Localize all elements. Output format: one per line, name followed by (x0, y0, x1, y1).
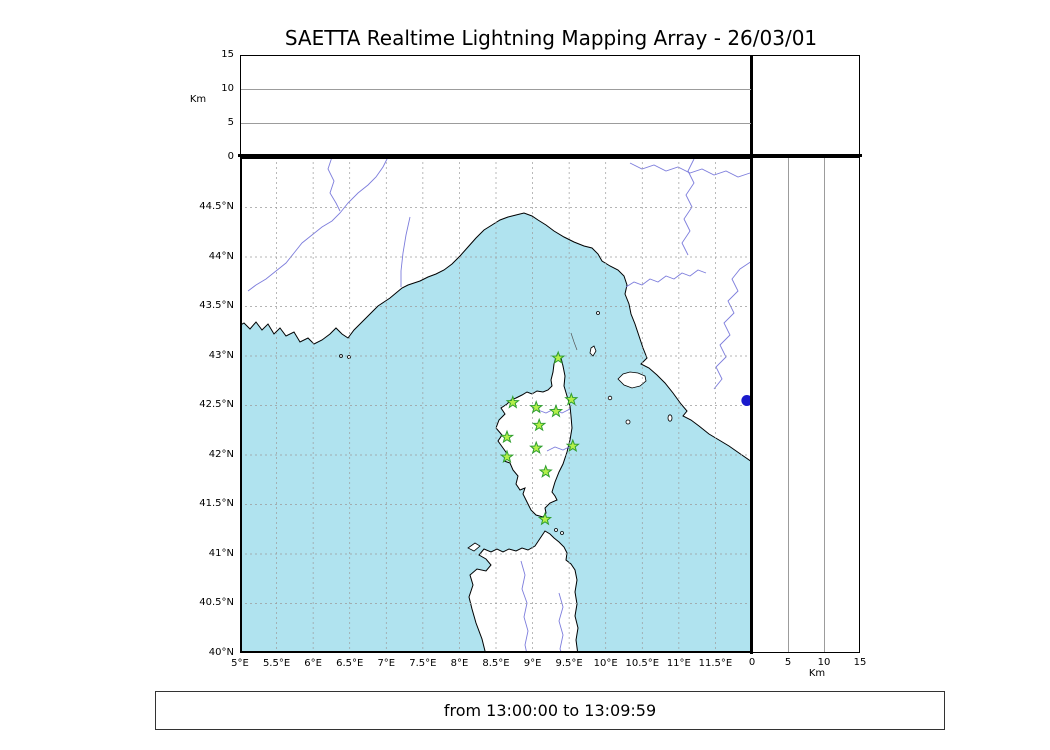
lat-tick-label: 44.5°N (199, 201, 234, 213)
pianosa-island (607, 395, 613, 401)
giglio-island (667, 414, 673, 422)
river (400, 216, 411, 287)
lat-tick-label: 43.5°N (199, 300, 234, 312)
river (327, 157, 341, 212)
lon-tick-label: 6°E (304, 658, 322, 669)
status-bar: from 13:00:00 to 13:09:59 (155, 691, 945, 730)
altitude-gridline (241, 89, 751, 90)
lon-tick-label: 8°E (450, 658, 469, 669)
time-range-text: from 13:00:00 to 13:09:59 (443, 701, 657, 720)
river (625, 269, 707, 288)
panel-divider-vertical (750, 55, 753, 654)
maddalena-island (560, 531, 564, 535)
lma-station-marker (548, 403, 564, 418)
gorgona-island (596, 311, 600, 315)
altitude-histogram-panel (752, 55, 860, 157)
altitude-vs-longitude-panel (240, 55, 752, 157)
lma-station-marker (499, 449, 515, 463)
river (713, 260, 752, 390)
lon-tick-label: 7°E (377, 658, 396, 669)
lat-tick-label: 40.5°N (199, 597, 234, 609)
asinara-island (467, 542, 481, 552)
lon-tick-label: 7.5°E (409, 658, 437, 669)
elba-island (617, 371, 647, 389)
altitude-vs-latitude-panel (752, 157, 860, 653)
grid-layer (240, 157, 752, 653)
alt-tick-label: 0 (227, 151, 234, 162)
altitude-axis-unit-label: Km (808, 668, 826, 679)
river-layer (247, 157, 752, 653)
capraia-island (589, 345, 597, 357)
lma-station-marker (499, 429, 515, 444)
lma-station-marker (551, 350, 566, 364)
lma-station-marker (532, 417, 547, 432)
map-panel (240, 157, 752, 653)
lon-tick-label: 9.5°E (555, 658, 583, 669)
lma-station-marker (529, 400, 544, 414)
coastline-detail (570, 332, 578, 351)
lma-station-marker (537, 511, 553, 526)
lon-tick-label: 5°E (231, 658, 249, 669)
lon-tick-label: 5.5°E (262, 658, 291, 669)
lat-tick-label: 41°N (208, 547, 234, 559)
alt-tick-label: 0 (748, 657, 756, 668)
page-title: SAETTA Realtime Lightning Mapping Array … (284, 26, 818, 50)
lon-tick-label: 9°E (523, 658, 542, 669)
corsica-coast (495, 351, 573, 518)
altitude-gridline (824, 158, 825, 652)
altitude-gridline (241, 123, 751, 124)
river (629, 162, 751, 178)
lma-station-marker (505, 395, 520, 409)
alt-tick-label: 5 (227, 117, 234, 128)
river (546, 445, 572, 452)
alt-tick-label: 10 (221, 83, 234, 94)
lon-tick-label: 8.5°E (482, 658, 510, 669)
lat-tick-label: 40°N (208, 647, 234, 658)
lma-station-marker (538, 464, 553, 478)
maddalena-island (554, 528, 558, 532)
montecristo-island (625, 419, 631, 425)
river (520, 560, 529, 653)
lon-tick-label: 11°E (666, 658, 691, 669)
lma-station-marker (565, 438, 580, 453)
lat-tick-label: 42.5°N (199, 399, 234, 411)
altitude-axis-unit-label: Km (189, 94, 207, 105)
lon-tick-label: 11.5°E (698, 658, 733, 669)
offshore-marker-dot (741, 395, 752, 407)
lat-tick-label: 44°N (208, 250, 234, 262)
alt-tick-label: 15 (221, 49, 234, 60)
lon-tick-label: 6.5°E (336, 658, 364, 669)
alt-tick-label: 10 (817, 657, 831, 668)
panel-divider-horizontal (238, 154, 862, 157)
alt-tick-label: 5 (784, 657, 792, 668)
river (681, 158, 695, 256)
lon-tick-label: 10°E (593, 658, 618, 669)
river (558, 592, 564, 653)
lat-tick-label: 41.5°N (199, 498, 234, 510)
lat-tick-label: 42°N (208, 448, 234, 460)
lma-station-marker (564, 392, 579, 406)
mainland-coast (240, 157, 752, 463)
altitude-gridline (788, 158, 789, 652)
lat-tick-label: 43°N (208, 349, 234, 361)
alt-tick-label: 15 (853, 657, 867, 668)
lma-station-marker (529, 440, 544, 455)
stations-layer (499, 350, 580, 526)
lon-tick-label: 10.5°E (625, 658, 660, 669)
river (247, 157, 389, 292)
